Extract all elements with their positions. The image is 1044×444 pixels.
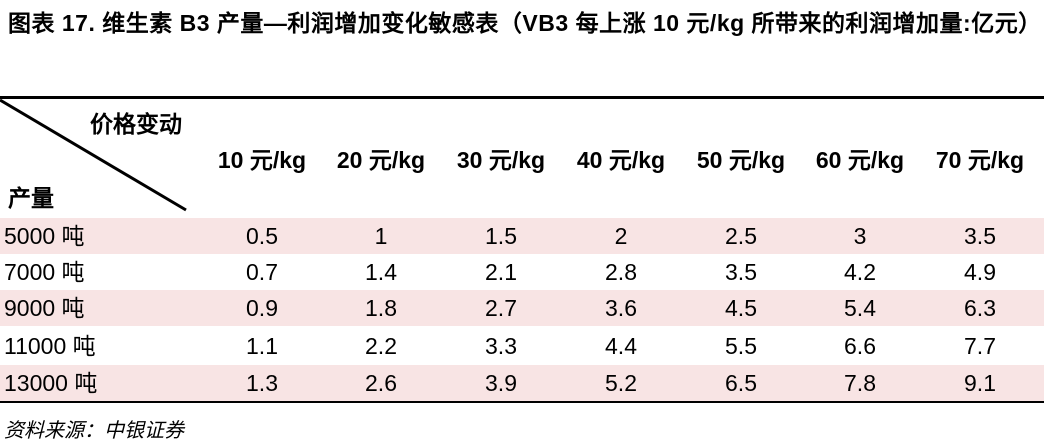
value-cell: 0.5: [246, 223, 278, 249]
row-label: 9000 吨: [4, 295, 85, 321]
row-label: 5000 吨: [4, 223, 85, 249]
value-cell: 3.6: [605, 295, 637, 321]
row-band: [0, 290, 1044, 326]
value-cell: 1.8: [365, 295, 397, 321]
value-cell: 3.3: [485, 333, 517, 359]
column-header: 10 元/kg: [217, 147, 307, 173]
value-cell: 5.2: [605, 370, 637, 396]
value-cell: 2.1: [485, 259, 517, 285]
value-cell: 3.9: [485, 370, 517, 396]
value-cell: 6.5: [725, 370, 757, 396]
value-cell: 1.3: [246, 370, 278, 396]
value-cell: 5.5: [725, 333, 757, 359]
column-header: 60 元/kg: [815, 147, 905, 173]
source: 资料来源：中银证券: [4, 420, 184, 442]
value-cell: 4.5: [725, 295, 757, 321]
value-cell: 2.5: [725, 223, 757, 249]
value-cell: 4.2: [844, 259, 876, 285]
top-rule: [0, 96, 1044, 99]
value-cell: 1: [374, 223, 388, 249]
corner-bottom: 产量: [8, 185, 54, 211]
bottom-rule: [0, 401, 1044, 403]
value-cell: 0.9: [246, 295, 278, 321]
value-cell: 2.6: [365, 370, 397, 396]
value-cell: 6.3: [964, 295, 996, 321]
value-cell: 2: [614, 223, 628, 249]
value-cell: 3: [853, 223, 867, 249]
column-header: 20 元/kg: [336, 147, 426, 173]
column-header: 30 元/kg: [456, 147, 546, 173]
value-cell: 0.7: [246, 259, 278, 285]
row-label: 7000 吨: [4, 259, 85, 285]
diagonal-line: [0, 98, 187, 212]
value-cell: 3.5: [725, 259, 757, 285]
value-cell: 1.5: [485, 223, 517, 249]
value-cell: 1.4: [365, 259, 397, 285]
value-cell: 6.6: [844, 333, 876, 359]
corner-top: 价格变动: [90, 111, 182, 137]
row-label: 11000 吨: [4, 333, 96, 359]
value-cell: 2.8: [605, 259, 637, 285]
title: 图表 17. 维生素 B3 产量—利润增加变化敏感表（VB3 每上涨 10 元/…: [8, 10, 1042, 36]
value-cell: 5.4: [844, 295, 876, 321]
value-cell: 1.1: [246, 333, 278, 359]
value-cell: 3.5: [964, 223, 996, 249]
column-header: 70 元/kg: [935, 147, 1025, 173]
value-cell: 4.9: [964, 259, 996, 285]
value-cell: 9.1: [964, 370, 996, 396]
value-cell: 7.7: [964, 333, 996, 359]
value-cell: 4.4: [605, 333, 637, 359]
value-cell: 7.8: [844, 370, 876, 396]
column-header: 40 元/kg: [576, 147, 666, 173]
diagonal: [0, 98, 187, 212]
value-cell: 2.2: [365, 333, 397, 359]
row-label: 13000 吨: [4, 370, 98, 396]
value-cell: 2.7: [485, 295, 517, 321]
column-header: 50 元/kg: [696, 147, 786, 173]
row-band: [0, 218, 1044, 254]
row-band: [0, 365, 1044, 401]
